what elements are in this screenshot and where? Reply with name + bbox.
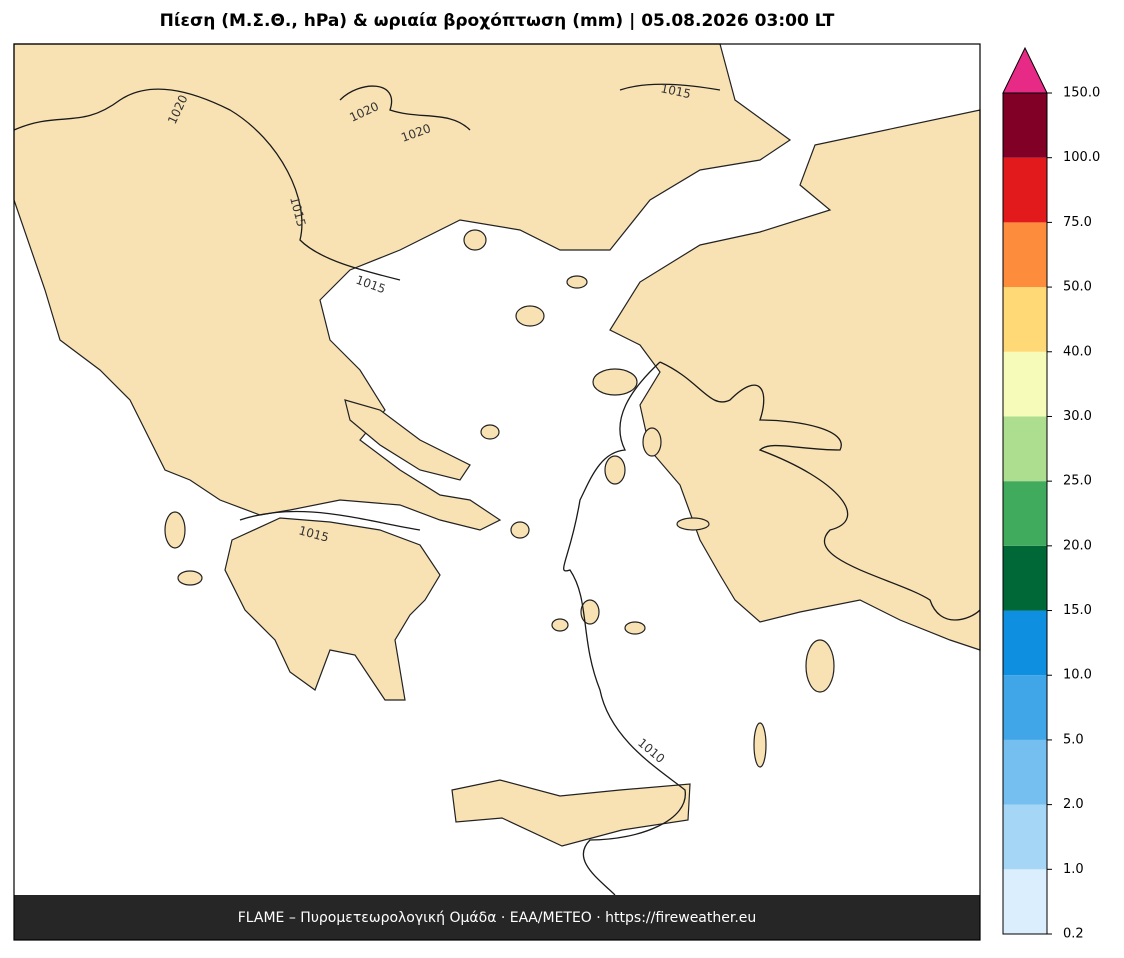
colorbar-extend bbox=[1002, 46, 1048, 94]
isobar bbox=[563, 361, 686, 896]
isobar bbox=[239, 510, 421, 531]
island bbox=[164, 511, 186, 549]
colorbar-tick-label: 2.0 bbox=[1063, 797, 1084, 812]
colorbar-tick-label: 150.0 bbox=[1063, 86, 1100, 101]
island bbox=[463, 229, 487, 251]
colorbar-segment bbox=[1003, 545, 1047, 611]
colorbar-tick-label: 20.0 bbox=[1063, 538, 1092, 553]
isobar bbox=[13, 88, 401, 281]
island bbox=[551, 618, 569, 632]
island bbox=[177, 570, 203, 586]
isobar bbox=[659, 361, 981, 621]
colorbar-segment bbox=[1003, 675, 1047, 740]
colorbar-segment bbox=[1003, 416, 1047, 482]
island bbox=[805, 639, 835, 693]
colorbar-tick-label: 40.0 bbox=[1063, 344, 1092, 359]
land-crete bbox=[451, 779, 691, 847]
island bbox=[515, 305, 545, 327]
colorbar-segment bbox=[1003, 287, 1047, 352]
colorbar-segment bbox=[1003, 804, 1047, 870]
colorbar-tick-label: 1.0 bbox=[1063, 862, 1084, 877]
colorbar-tick-label: 5.0 bbox=[1063, 732, 1084, 747]
colorbar-tick-label: 0.2 bbox=[1063, 927, 1084, 942]
colorbar-tick-label: 50.0 bbox=[1063, 280, 1092, 295]
land-peloponnese bbox=[224, 517, 441, 701]
colorbar-tick-label: 25.0 bbox=[1063, 474, 1092, 489]
island bbox=[624, 621, 646, 635]
colorbar-tick-label: 75.0 bbox=[1063, 215, 1092, 230]
island bbox=[592, 368, 638, 396]
colorbar-segment bbox=[1003, 610, 1047, 676]
colorbar-frame bbox=[1002, 92, 1048, 935]
colorbar-tick-label: 10.0 bbox=[1063, 668, 1092, 683]
island bbox=[676, 517, 710, 531]
colorbar-segment bbox=[1003, 222, 1047, 288]
island bbox=[642, 427, 662, 457]
colorbar-tick-label: 100.0 bbox=[1063, 150, 1100, 165]
colorbar-segment bbox=[1003, 351, 1047, 417]
land-anatolia bbox=[609, 109, 981, 651]
map: 1020 1020 1020 1015 1015 1015 1015 1010 … bbox=[13, 43, 981, 941]
title: Πίεση (Μ.Σ.Θ., hPa) & ωριαία βροχόπτωση … bbox=[160, 11, 835, 31]
footer-text: FLAME – Πυρομετεωρολογική Ομάδα · ΕΑΑ/ΜΕ… bbox=[238, 910, 757, 926]
footer-bar bbox=[14, 895, 980, 940]
colorbar-segment bbox=[1003, 739, 1047, 805]
colorbar-segment bbox=[1003, 157, 1047, 223]
land-balkans bbox=[13, 43, 792, 531]
island bbox=[566, 275, 588, 289]
colorbar-tick-label: 30.0 bbox=[1063, 409, 1092, 424]
island bbox=[604, 455, 626, 485]
colorbar-segment bbox=[1003, 93, 1047, 158]
colorbar-segment bbox=[1003, 481, 1047, 546]
island bbox=[753, 722, 767, 768]
contour-label: 1015 bbox=[659, 81, 692, 101]
map-frame bbox=[13, 43, 981, 941]
island bbox=[480, 424, 500, 440]
island bbox=[580, 599, 600, 625]
colorbar-tick-label: 15.0 bbox=[1063, 603, 1092, 618]
isobar bbox=[339, 85, 471, 131]
isobar bbox=[619, 83, 721, 91]
island bbox=[510, 521, 530, 539]
land-evia bbox=[344, 399, 471, 481]
colorbar-segment bbox=[1003, 869, 1047, 934]
colorbar: 0.2 1.0 2.0 5.0 10.0 15.0 20.0 25.0 30.0 40.0 50.0… bbox=[1002, 46, 1100, 942]
